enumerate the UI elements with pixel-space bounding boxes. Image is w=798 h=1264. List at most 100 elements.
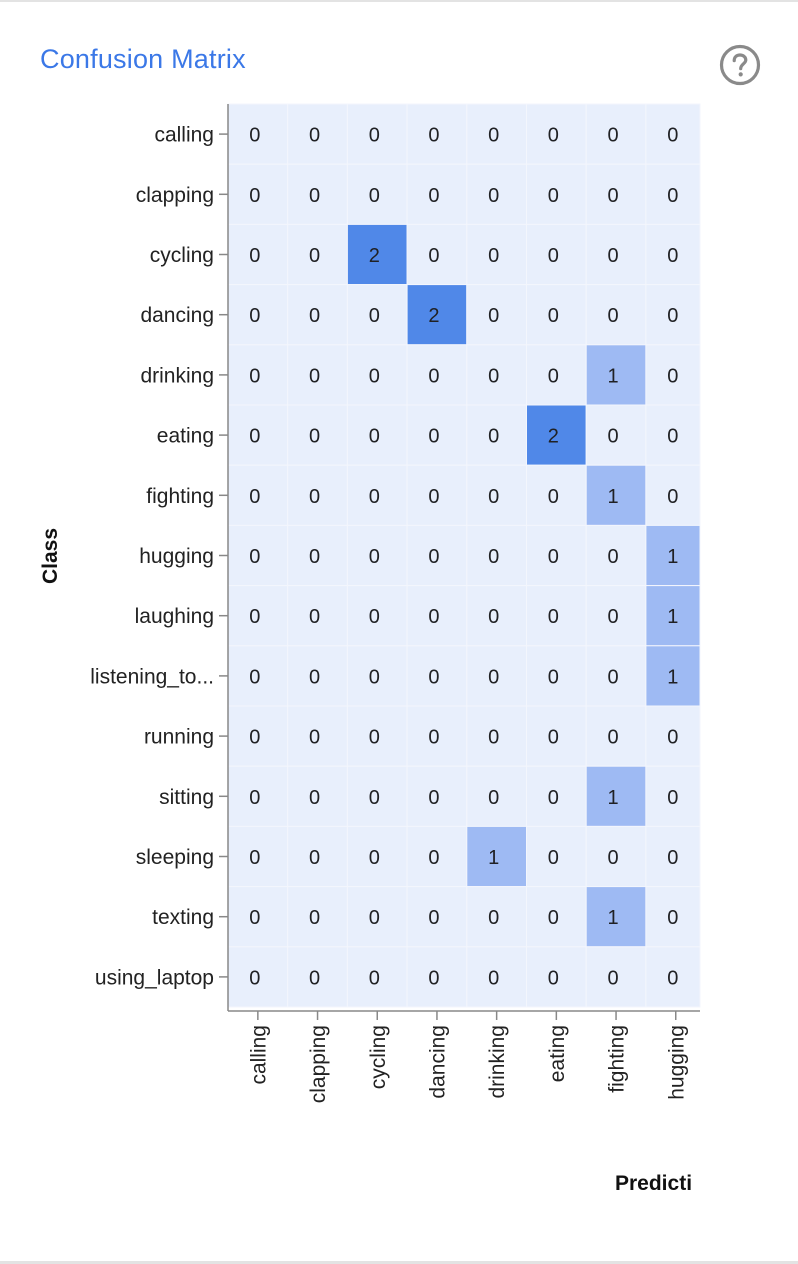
cell-value-label: 0	[369, 426, 380, 448]
cell-value-label: 0	[428, 486, 439, 508]
heatmap-cell	[346, 464, 408, 526]
heatmap-cell	[406, 163, 468, 225]
x-tick-label: dancing	[426, 1025, 449, 1099]
cell-value-label: 0	[548, 666, 559, 688]
heatmap-cell	[287, 103, 348, 165]
cell-value-label: 0	[369, 666, 380, 688]
heatmap-cell	[287, 223, 348, 286]
top-divider	[0, 0, 798, 2]
cell-value-label: 0	[428, 967, 439, 989]
cell-value-label: 0	[369, 787, 380, 809]
cell-value-label: 0	[428, 847, 439, 869]
cell-value-label: 0	[249, 787, 260, 809]
cell-value-label: 0	[309, 787, 320, 809]
heatmap-cell	[466, 524, 527, 587]
cell-value-label: 0	[249, 426, 260, 448]
cell-value-label: 0	[488, 365, 499, 387]
cell-value-label: 0	[488, 666, 499, 688]
help-button[interactable]	[719, 44, 761, 86]
cell-value-label: 0	[369, 727, 380, 749]
cell-value-label: 0	[369, 365, 380, 387]
cell-value-label: 0	[488, 486, 499, 508]
heatmap-cell	[287, 404, 348, 466]
cell-value-label: 0	[249, 666, 260, 688]
cell-value-label: 0	[667, 365, 678, 387]
x-axis-title: Predicti	[615, 1172, 692, 1195]
cell-value-label: 0	[548, 787, 559, 809]
heatmap-cell	[406, 705, 468, 767]
cell-value-label: 0	[369, 185, 380, 207]
y-tick-label: dancing	[140, 304, 214, 327]
cell-value-label: 0	[369, 486, 380, 508]
heatmap-cell	[406, 765, 468, 827]
heatmap-cell	[526, 705, 587, 767]
heatmap-cell	[585, 223, 647, 286]
heatmap-cell	[645, 404, 701, 466]
heatmap-cell	[645, 223, 701, 286]
cell-value-label: 0	[428, 546, 439, 568]
cell-value-label: 0	[249, 486, 260, 508]
cell-value-label: 0	[488, 606, 499, 628]
cell-value-label: 1	[667, 666, 678, 688]
heatmap-cell	[287, 765, 348, 827]
heatmap-cell	[466, 163, 527, 225]
cell-value-label: 0	[608, 426, 619, 448]
cell-value-label: 0	[309, 967, 320, 989]
heatmap-cell	[585, 886, 647, 948]
cell-value-label: 0	[249, 125, 260, 147]
cell-value-label: 0	[548, 847, 559, 869]
cell-value-label: 0	[369, 967, 380, 989]
heatmap-cell	[287, 524, 348, 587]
cell-value-label: 0	[608, 245, 619, 267]
cell-value-label: 0	[249, 546, 260, 568]
heatmap-cell	[287, 825, 348, 888]
cell-value-label: 0	[608, 666, 619, 688]
heatmap-cell	[406, 404, 468, 466]
heatmap-cell	[585, 103, 647, 165]
x-tick-label: cycling	[367, 1025, 390, 1089]
heatmap-cell	[526, 223, 587, 286]
heatmap-cell	[466, 344, 527, 406]
heatmap-cell	[526, 163, 587, 225]
cell-value-label: 0	[309, 245, 320, 267]
cell-value-label: 0	[488, 967, 499, 989]
x-tick-label: calling	[247, 1025, 270, 1085]
heatmap-cell	[346, 645, 408, 707]
heatmap-cell	[645, 946, 701, 1008]
heatmap-cell	[406, 284, 468, 346]
heatmap-cell	[585, 946, 647, 1008]
y-tick-label: cycling	[150, 244, 214, 267]
cell-value-label: 0	[369, 125, 380, 147]
cell-value-label: 0	[249, 606, 260, 628]
cell-value-label: 0	[548, 245, 559, 267]
x-tick-label: drinking	[486, 1025, 509, 1099]
heatmap-cell	[406, 825, 468, 888]
cell-value-label: 0	[428, 365, 439, 387]
heatmap-cell	[287, 886, 348, 948]
cell-value-label: 0	[488, 426, 499, 448]
heatmap-cell	[526, 344, 587, 406]
y-tick-label: eating	[157, 425, 214, 448]
cell-value-label: 0	[667, 967, 678, 989]
cell-value-label: 0	[548, 486, 559, 508]
heatmap-cell	[227, 163, 289, 225]
cell-value-label: 0	[667, 185, 678, 207]
cell-value-label: 0	[608, 967, 619, 989]
cell-value-label: 0	[249, 967, 260, 989]
cell-value-label: 0	[488, 185, 499, 207]
heatmap-cell	[346, 223, 408, 286]
x-tick-label: hugging	[665, 1025, 688, 1100]
cell-value-label: 0	[428, 245, 439, 267]
heatmap-cell	[645, 886, 701, 948]
y-tick-label: calling	[154, 124, 214, 147]
heatmap-cell	[645, 825, 701, 888]
cell-value-label: 0	[548, 727, 559, 749]
heatmap-cell	[466, 223, 527, 286]
cell-value-label: 0	[488, 546, 499, 568]
heatmap-cell	[645, 524, 701, 587]
heatmap-cell	[287, 585, 348, 647]
y-tick-label: using_laptop	[95, 966, 214, 989]
cell-value-label: 0	[249, 305, 260, 327]
cell-value-label: 0	[428, 606, 439, 628]
y-tick-label: drinking	[140, 364, 214, 387]
